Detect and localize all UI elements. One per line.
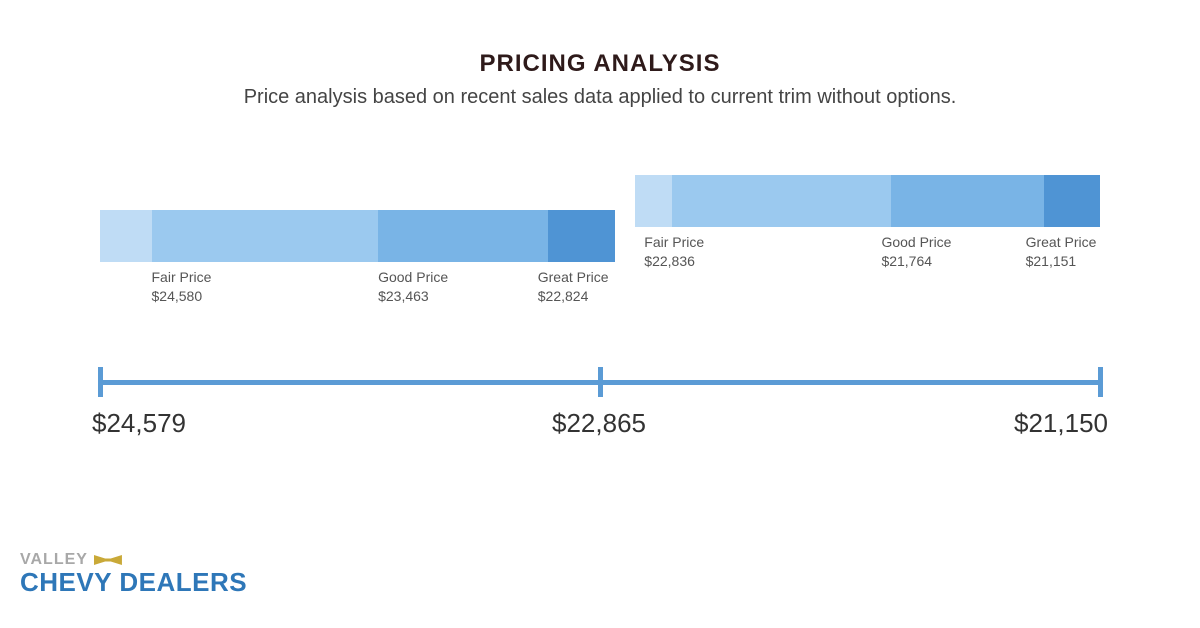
bar-segment (100, 210, 152, 262)
bar-segment (672, 175, 891, 227)
brand-logo: VALLEY CHEVY DEALERS (20, 551, 247, 598)
bar-segment (891, 175, 1044, 227)
axis-label: $24,579 (92, 408, 186, 439)
price-label: Great Price$22,824 (538, 268, 609, 306)
axis-label: $22,865 (552, 408, 646, 439)
price-label-value: $24,580 (152, 287, 212, 306)
axis-tick (1098, 367, 1103, 397)
chart-title: PRICING ANALYSIS (0, 50, 1200, 78)
price-label-title: Great Price (1026, 233, 1097, 252)
price-label-title: Fair Price (152, 268, 212, 287)
bar-segment (548, 210, 615, 262)
price-label: Great Price$21,151 (1026, 233, 1097, 271)
price-label: Good Price$23,463 (378, 268, 448, 306)
logo-bottom-text: CHEVY DEALERS (20, 567, 247, 598)
bar-segment (152, 210, 379, 262)
axis-tick (598, 367, 603, 397)
price-label-value: $22,836 (644, 252, 704, 271)
price-label: Good Price$21,764 (881, 233, 951, 271)
axis-tick (98, 367, 103, 397)
price-label-value: $21,151 (1026, 252, 1097, 271)
price-bars: Fair Price$24,580Good Price$23,463Great … (100, 175, 1100, 365)
chart-subtitle: Price analysis based on recent sales dat… (0, 86, 1200, 109)
bar-segment (635, 175, 672, 227)
price-label-title: Good Price (378, 268, 448, 287)
price-label-value: $23,463 (378, 287, 448, 306)
price-label-value: $21,764 (881, 252, 951, 271)
price-label: Fair Price$22,836 (644, 233, 704, 271)
axis-label: $21,150 (1014, 408, 1108, 439)
price-label: Fair Price$24,580 (152, 268, 212, 306)
bar-segment (378, 210, 548, 262)
bar-segment (1044, 175, 1100, 227)
price-bar-left: Fair Price$24,580Good Price$23,463Great … (100, 210, 615, 262)
price-label-title: Fair Price (644, 233, 704, 252)
bar-labels: Fair Price$22,836 Good Price$21,764 Great … (635, 233, 1100, 293)
bar-labels: Fair Price$24,580 Good Price$23,463 Great … (100, 268, 615, 328)
price-bar-right: Fair Price$22,836Good Price$21,764Great … (635, 175, 1100, 227)
chart-header: PRICING ANALYSIS Price analysis based on… (0, 0, 1200, 109)
bowtie-icon (94, 555, 122, 565)
price-label-title: Great Price (538, 268, 609, 287)
price-label-title: Good Price (881, 233, 951, 252)
price-label-value: $22,824 (538, 287, 609, 306)
